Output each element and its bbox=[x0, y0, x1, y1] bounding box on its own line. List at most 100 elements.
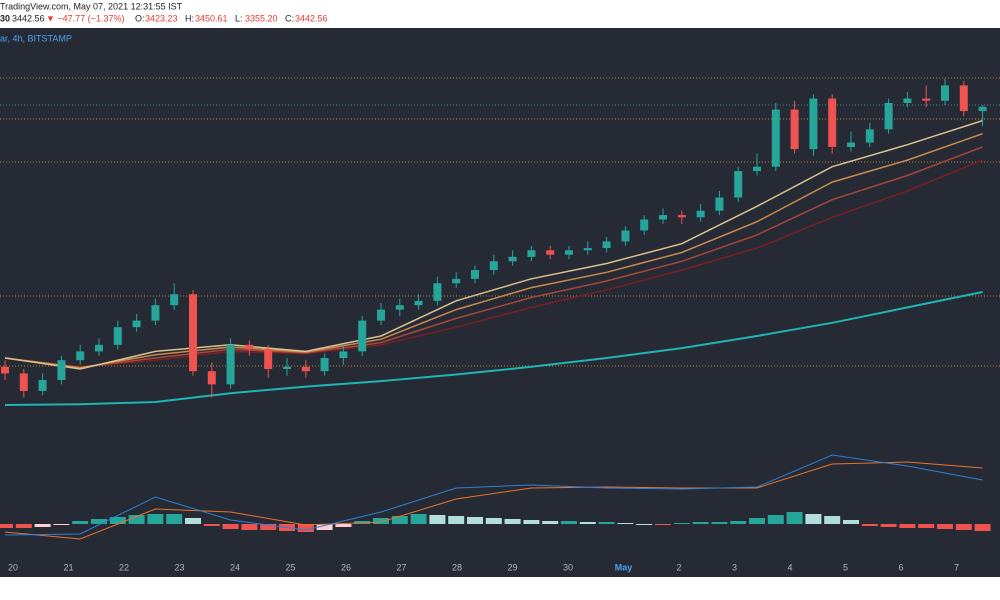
candle-body bbox=[471, 270, 479, 279]
macd-histogram-bar bbox=[485, 518, 502, 524]
candle-body bbox=[790, 109, 799, 150]
x-tick-label: 30 bbox=[563, 562, 573, 572]
x-tick-label: 7 bbox=[954, 562, 959, 572]
site-line: TradingView.com, May 07, 2021 12:31:55 I… bbox=[0, 1, 183, 11]
macd-histogram-bar bbox=[655, 524, 671, 525]
macd-histogram-bar bbox=[467, 517, 483, 524]
candle-body bbox=[189, 294, 197, 372]
x-tick-label: 6 bbox=[898, 562, 903, 572]
candle-body bbox=[76, 351, 85, 361]
x-tick-label: 24 bbox=[230, 562, 240, 572]
macd-histogram-bar bbox=[937, 524, 953, 529]
macd-histogram-bar bbox=[335, 524, 352, 527]
x-tick-label: 22 bbox=[119, 562, 129, 572]
candle-body bbox=[696, 210, 705, 218]
symbol: 30 bbox=[0, 13, 10, 23]
macd-histogram-bar bbox=[899, 524, 916, 528]
macd-histogram-bar bbox=[542, 521, 559, 524]
ohlc-label: H: bbox=[185, 13, 194, 23]
candle-body bbox=[226, 344, 235, 385]
candle-body bbox=[19, 373, 28, 391]
macd-histogram-bar bbox=[767, 515, 784, 524]
chart-bg bbox=[0, 28, 1000, 577]
ohlc-label: C: bbox=[285, 13, 294, 23]
change: ▼ −47.77 (−1.37%) bbox=[46, 13, 124, 23]
macd-histogram-bar bbox=[918, 524, 935, 528]
candle-body bbox=[922, 98, 931, 101]
macd-histogram-bar bbox=[166, 514, 183, 524]
x-tick-label: 20 bbox=[8, 562, 18, 572]
candle-body bbox=[903, 98, 912, 103]
macd-histogram-bar bbox=[861, 524, 878, 526]
ohlc-label: O: bbox=[135, 13, 145, 23]
macd-histogram-bar bbox=[185, 518, 201, 524]
candle-body bbox=[959, 85, 968, 112]
macd-histogram-bar bbox=[391, 516, 408, 524]
candle-body bbox=[809, 98, 818, 150]
macd-histogram-bar bbox=[805, 514, 822, 524]
macd-histogram-bar bbox=[711, 522, 728, 524]
x-tick-label: 5 bbox=[843, 562, 848, 572]
macd-histogram-bar bbox=[203, 524, 220, 526]
candle-body bbox=[565, 250, 573, 255]
candle-body bbox=[132, 320, 141, 328]
macd-histogram-bar bbox=[53, 524, 70, 525]
macd-histogram-bar bbox=[730, 521, 747, 524]
macd-histogram-bar bbox=[373, 518, 389, 524]
macd-histogram-bar bbox=[523, 520, 540, 524]
candle-body bbox=[621, 230, 630, 242]
candle-body bbox=[527, 250, 536, 257]
x-tick-label: 3 bbox=[732, 562, 737, 572]
candle-body bbox=[433, 283, 442, 301]
candle-body bbox=[358, 320, 367, 352]
candle-body bbox=[395, 305, 404, 310]
candle-body bbox=[771, 109, 780, 167]
candle-body bbox=[734, 171, 743, 198]
macd-histogram-bar bbox=[34, 524, 51, 527]
macd-histogram-bar bbox=[843, 520, 859, 524]
macd-histogram-bar bbox=[410, 514, 427, 524]
x-tick-label: 23 bbox=[174, 562, 184, 572]
macd-histogram-bar bbox=[824, 516, 841, 524]
x-tick-label: 29 bbox=[507, 562, 517, 572]
macd-histogram-bar bbox=[222, 524, 239, 529]
candle-body bbox=[339, 351, 348, 358]
ribbon-line bbox=[4, 159, 983, 368]
macd-histogram-bar bbox=[673, 523, 690, 524]
ohlc-value: 3355.20 bbox=[245, 13, 278, 23]
candle-body bbox=[847, 142, 855, 147]
x-tick-label: 4 bbox=[787, 562, 792, 572]
macd-histogram-bar bbox=[955, 524, 972, 530]
macd-histogram-bar bbox=[636, 524, 653, 525]
x-tick-label: May bbox=[615, 562, 633, 572]
macd-histogram-bar bbox=[448, 516, 465, 524]
macd-histogram-bar bbox=[91, 519, 107, 524]
candle-body bbox=[546, 250, 555, 255]
candle-body bbox=[301, 366, 310, 372]
macd-histogram-bar bbox=[429, 515, 446, 524]
x-tick-label: 2 bbox=[676, 562, 681, 572]
macd-histogram-bar bbox=[504, 519, 521, 524]
candle-body bbox=[207, 371, 216, 385]
candle-body bbox=[151, 305, 160, 321]
candle-body bbox=[170, 294, 179, 306]
candle-body bbox=[489, 261, 498, 271]
candle-body bbox=[264, 349, 273, 369]
candle-body bbox=[414, 300, 423, 306]
last-price: 3442.56 bbox=[12, 13, 45, 23]
ribbon-line bbox=[4, 132, 983, 369]
candle-body bbox=[320, 357, 329, 372]
macd-histogram-bar bbox=[617, 523, 634, 524]
macd-histogram-bar bbox=[128, 515, 145, 524]
candle-body bbox=[640, 219, 649, 231]
candle-body bbox=[583, 248, 592, 251]
macd-histogram-bar bbox=[880, 524, 897, 527]
macd-histogram-bar bbox=[109, 517, 126, 524]
candle-body bbox=[865, 129, 874, 143]
macd-histogram-bar bbox=[579, 522, 596, 524]
macd-histogram-bar bbox=[786, 512, 803, 524]
ribbon-line bbox=[4, 146, 983, 368]
macd-histogram-bar bbox=[0, 524, 13, 528]
candle-body bbox=[677, 215, 686, 218]
